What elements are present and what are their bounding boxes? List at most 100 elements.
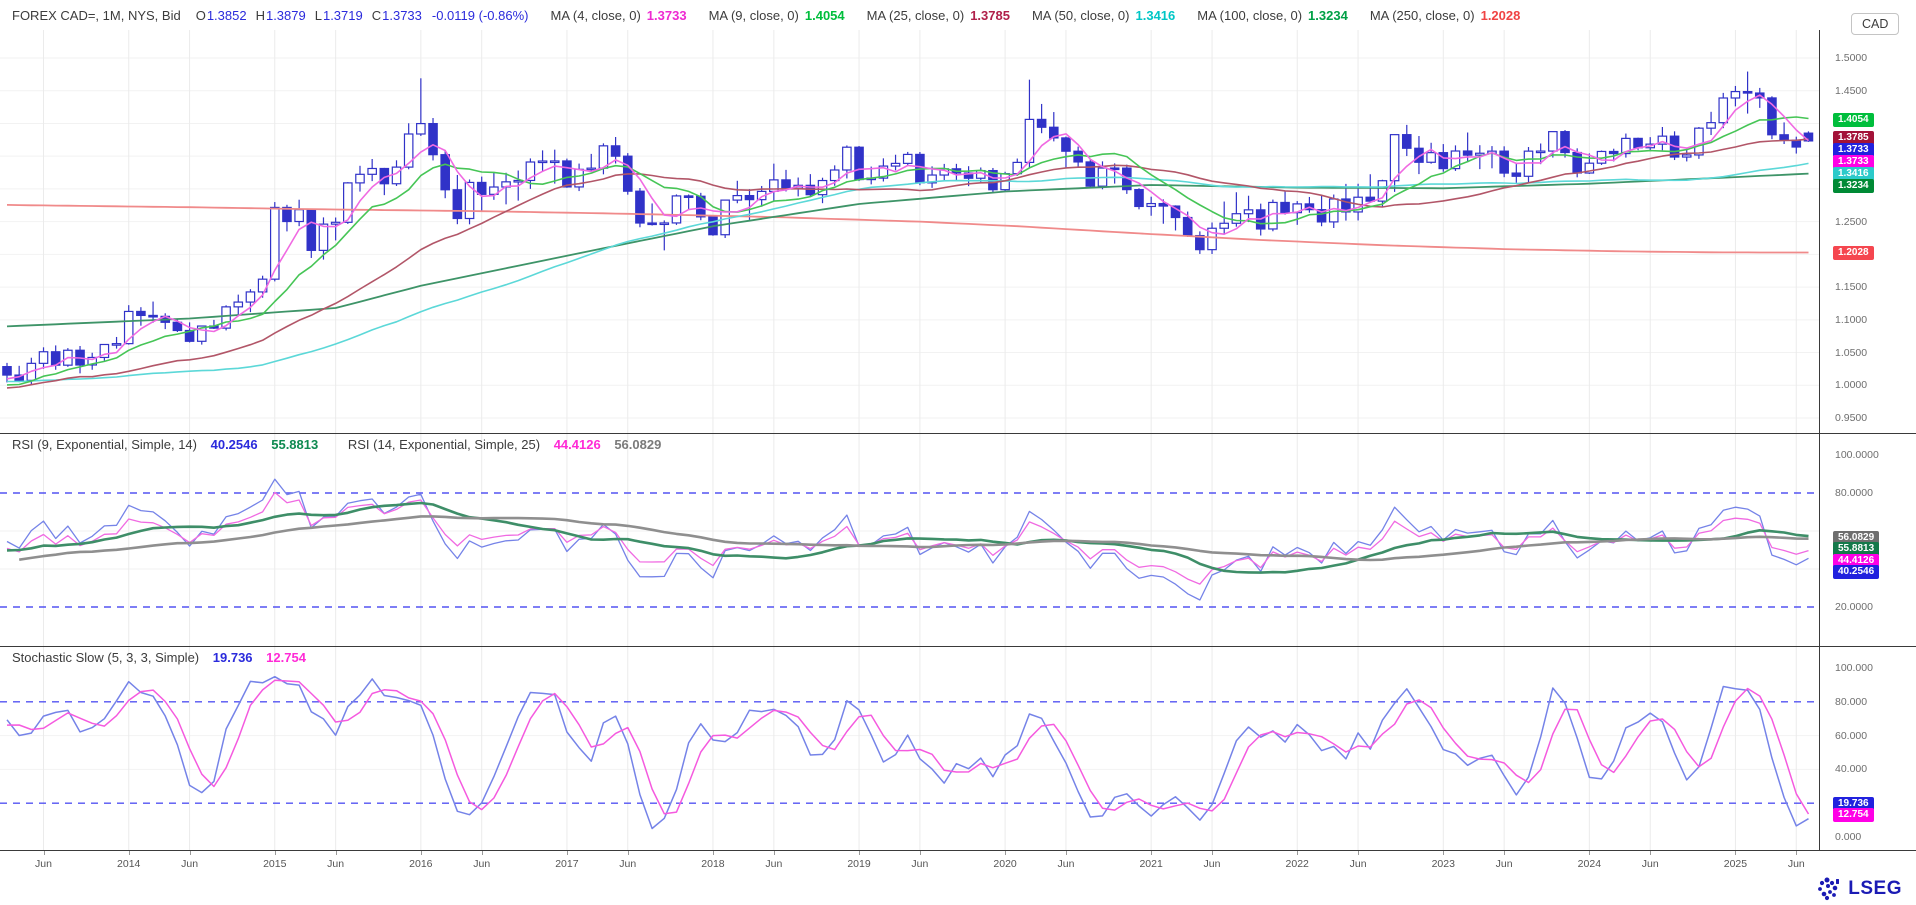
symbol-tab[interactable]: CAD	[1851, 13, 1900, 35]
rsi9-avg-value: 55.8813	[271, 437, 319, 452]
rsi-legend: RSI (9, Exponential, Simple, 14) 40.2546…	[12, 437, 661, 452]
time-label: 2021	[1139, 858, 1163, 870]
time-tick	[1297, 851, 1299, 855]
time-label: 2024	[1577, 858, 1602, 870]
time-tick	[773, 851, 775, 855]
time-axis[interactable]: Jun 2014 Jun 2015 Jun 2016 Jun 2017 Jun 2018 Jun 20…	[0, 851, 1916, 879]
rsi-14-avg-line	[19, 515, 1809, 562]
time-tick	[481, 851, 483, 855]
axis-tick-label: 1.0000	[1835, 379, 1868, 392]
time-tick	[1504, 851, 1506, 855]
time-label: Jun	[1349, 858, 1367, 870]
time-label: 2016	[409, 858, 433, 870]
time-tick	[1443, 851, 1445, 855]
axis-tick-label: 1.1500	[1835, 281, 1868, 294]
quote-value: 1.3719	[322, 7, 363, 23]
quote-label: O	[195, 7, 206, 23]
axis-value-badge: 1.3733	[1833, 154, 1874, 169]
quote-value: 1.3879	[265, 7, 306, 23]
candles-series	[2, 71, 1814, 385]
time-tick	[566, 851, 568, 855]
time-label: Jun	[181, 858, 199, 870]
time-label: Jun	[1495, 858, 1513, 870]
time-label: 2014	[117, 858, 141, 870]
axis-tick-label: 100.0000	[1835, 449, 1879, 461]
price-axis[interactable]: 1.50001.45001.30001.25001.15001.10001.05…	[1822, 0, 1916, 905]
panel-dividers	[0, 30, 1916, 851]
ma-9-line	[6, 116, 1809, 386]
time-label: 2017	[555, 858, 579, 870]
ma-value: 1.3733	[646, 7, 687, 23]
time-label: Jun	[911, 858, 929, 870]
axis-value-badge: 1.3234	[1833, 178, 1874, 193]
axis-tick-label: 80.000	[1835, 695, 1868, 708]
time-tick	[1212, 851, 1214, 855]
axis-tick-label: 0.000	[1835, 831, 1862, 843]
axis-tick-label: 60.000	[1835, 729, 1868, 742]
ohlc-readout: O1.3852 H1.3879 L1.3719 C1.3733 -0.0119 (-0.…	[187, 8, 529, 23]
chart-canvas[interactable]	[0, 30, 1916, 851]
stochastic-legend: Stochastic Slow (5, 3, 3, Simple) 19.736…	[12, 650, 306, 665]
axis-tick-label: 40.000	[1835, 763, 1868, 776]
ma-50-line	[7, 162, 1809, 383]
lseg-logo-text: LSEG	[1848, 878, 1902, 899]
rsi-title-2: RSI (14, Exponential, Simple, 25)	[347, 437, 541, 452]
time-tick	[189, 851, 191, 855]
quote-label: C	[371, 7, 382, 23]
axis-value-badge: 19.736	[1833, 796, 1874, 811]
rsi9-value: 40.2546	[210, 437, 258, 452]
time-tick	[335, 851, 337, 855]
time-label: Jun	[1787, 858, 1805, 870]
quote-value: 1.3852	[206, 7, 247, 23]
time-tick	[1358, 851, 1360, 855]
time-label: 2019	[847, 858, 871, 870]
overbought-oversold-bands	[0, 492, 1819, 804]
symbol-tab-label: CAD	[1862, 17, 1889, 31]
rsi14-avg-value: 56.0829	[614, 437, 662, 452]
ma-value: 1.2028	[1480, 7, 1521, 23]
time-tick	[859, 851, 861, 855]
ma-value: 1.3416	[1135, 7, 1176, 23]
ma-label: MA (50, close, 0)	[1031, 7, 1130, 23]
stoch-k-line	[6, 675, 1809, 830]
axis-value-badge: 1.3733	[1833, 142, 1874, 157]
ma-value: 1.4054	[804, 7, 845, 23]
time-label: 2015	[263, 858, 287, 870]
axis-value-badge: 55.8813	[1833, 542, 1880, 557]
quote-value: 1.3733	[382, 7, 422, 23]
stoch-k-value: 19.736	[212, 650, 253, 665]
ma-value: 1.3234	[1308, 7, 1348, 23]
ma-label: MA (250, close, 0)	[1369, 7, 1475, 23]
time-tick	[274, 851, 276, 855]
time-label: Jun	[1057, 858, 1075, 870]
axis-value-badge: 56.0829	[1833, 531, 1880, 546]
rsi-9-avg-line	[6, 501, 1809, 574]
time-tick	[1065, 851, 1067, 855]
ma-label: MA (9, close, 0)	[708, 7, 799, 23]
axis-tick-label: 20.0000	[1835, 601, 1873, 613]
time-label: 2022	[1285, 858, 1309, 870]
time-tick	[43, 851, 45, 855]
time-tick	[1650, 851, 1652, 855]
rsi-series	[6, 478, 1809, 601]
instrument-title: FOREX CAD=, 1M, NYS, Bid	[12, 7, 181, 23]
time-label: 2025	[1723, 858, 1748, 870]
stochastic-series	[6, 675, 1810, 830]
axis-value-badge: 1.3416	[1833, 166, 1874, 181]
time-tick	[1796, 851, 1798, 855]
ma-value: 1.3785	[970, 7, 1010, 23]
time-tick	[420, 851, 422, 855]
time-label: 2023	[1431, 858, 1455, 870]
time-label: 2018	[701, 858, 725, 870]
quote-label: L	[314, 7, 322, 23]
axis-value-badge: 44.4126	[1833, 553, 1880, 568]
ma-100-line	[6, 172, 1809, 328]
rsi14-value: 44.4126	[553, 437, 601, 452]
moving-averages	[6, 94, 1810, 389]
axis-tick-label: 1.0500	[1835, 346, 1868, 359]
axis-tick-label: 1.5000	[1835, 52, 1868, 64]
axis-tick-label: 1.1000	[1835, 313, 1868, 326]
time-label: Jun	[35, 858, 52, 870]
time-label: Jun	[473, 858, 491, 870]
